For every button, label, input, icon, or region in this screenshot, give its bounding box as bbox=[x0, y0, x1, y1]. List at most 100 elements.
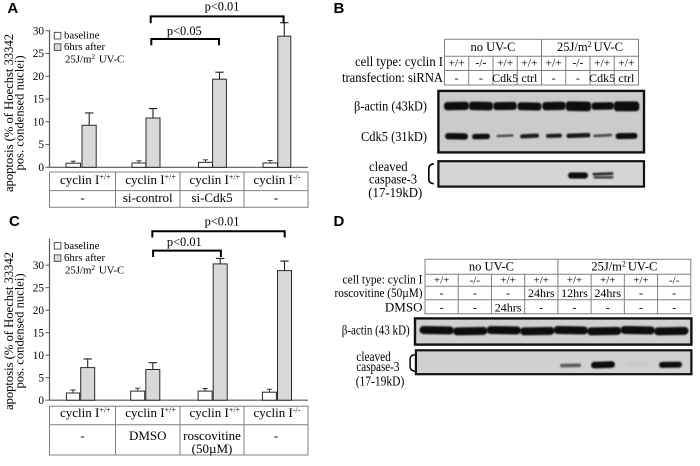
svg-text:cyclin I+/+: cyclin I+/+ bbox=[60, 405, 111, 420]
svg-text:cleaved: cleaved bbox=[369, 159, 408, 174]
svg-text:-/-: -/- bbox=[470, 275, 481, 287]
svg-text:cyclin I+/+: cyclin I+/+ bbox=[125, 172, 176, 187]
svg-text:(50µM): (50µM) bbox=[192, 441, 233, 456]
svg-text:Cdk5: Cdk5 bbox=[492, 71, 518, 85]
svg-text:no UV-C: no UV-C bbox=[469, 260, 514, 274]
svg-text:+/+: +/+ bbox=[546, 58, 562, 70]
svg-text:+/+: +/+ bbox=[633, 275, 648, 287]
svg-text:Cdk5 (31kD): Cdk5 (31kD) bbox=[361, 129, 427, 144]
svg-text:24hrs: 24hrs bbox=[528, 286, 555, 300]
svg-text:apoptosis (% of Hoechst 33342: apoptosis (% of Hoechst 33342 bbox=[2, 34, 16, 192]
svg-text:30: 30 bbox=[33, 260, 45, 272]
svg-text:cyclin I+/+: cyclin I+/+ bbox=[60, 172, 111, 187]
svg-text:DMSO: DMSO bbox=[385, 299, 423, 314]
svg-text:cell type: cyclin I: cell type: cyclin I bbox=[355, 54, 443, 69]
svg-text:+/+: +/+ bbox=[500, 275, 515, 287]
svg-text:6hrs after: 6hrs after bbox=[64, 252, 105, 264]
svg-text:cleaved: cleaved bbox=[356, 349, 391, 364]
svg-text:si-Cdk5: si-Cdk5 bbox=[191, 190, 232, 205]
svg-text:roscovitine (50µM): roscovitine (50µM) bbox=[335, 285, 423, 300]
svg-text:-: - bbox=[479, 71, 483, 85]
svg-text:10: 10 bbox=[33, 116, 45, 128]
svg-text:-: - bbox=[440, 300, 444, 314]
svg-text:6hrs after: 6hrs after bbox=[64, 41, 105, 53]
svg-text:-: - bbox=[274, 190, 278, 205]
svg-text:0: 0 bbox=[38, 395, 44, 407]
svg-text:24hrs: 24hrs bbox=[594, 286, 621, 300]
svg-text:+/+: +/+ bbox=[434, 275, 449, 287]
svg-text:-/-: -/- bbox=[572, 58, 583, 70]
svg-text:caspase-3: caspase-3 bbox=[356, 359, 399, 374]
svg-text:15: 15 bbox=[33, 327, 45, 339]
svg-text:cyclin I+/+: cyclin I+/+ bbox=[190, 405, 241, 420]
svg-text:-: - bbox=[80, 190, 84, 205]
svg-text:(17-19kD): (17-19kD) bbox=[356, 373, 405, 388]
svg-text:20: 20 bbox=[33, 305, 45, 317]
svg-text:apoptosis (% of Hoechst 33342: apoptosis (% of Hoechst 33342 bbox=[2, 252, 16, 410]
svg-text:-: - bbox=[455, 71, 459, 85]
svg-text:20: 20 bbox=[33, 71, 45, 83]
svg-text:5: 5 bbox=[38, 139, 44, 151]
svg-text:25J/m2 UV-C: 25J/m2 UV-C bbox=[65, 263, 124, 277]
svg-text:-/-: -/- bbox=[475, 58, 486, 70]
svg-text:-: - bbox=[672, 300, 676, 314]
svg-text:-/-: -/- bbox=[669, 275, 680, 287]
svg-text:baseline: baseline bbox=[64, 240, 100, 252]
svg-text:-: - bbox=[639, 286, 643, 300]
svg-text:C: C bbox=[9, 213, 20, 230]
svg-text:cyclin I+/+: cyclin I+/+ bbox=[125, 405, 176, 420]
svg-text:25: 25 bbox=[33, 282, 45, 294]
svg-text:-: - bbox=[440, 286, 444, 300]
svg-text:24hrs: 24hrs bbox=[495, 300, 522, 314]
svg-text:-: - bbox=[473, 286, 477, 300]
svg-text:-: - bbox=[573, 300, 577, 314]
svg-text:caspase-3: caspase-3 bbox=[369, 172, 417, 187]
svg-text:transfection: siRNA: transfection: siRNA bbox=[342, 70, 443, 85]
svg-text:D: D bbox=[334, 213, 345, 230]
svg-text:cyclin I-/-: cyclin I-/- bbox=[254, 172, 301, 187]
svg-text:25J/m2 UV-C: 25J/m2 UV-C bbox=[65, 52, 124, 66]
svg-text:-: - bbox=[506, 286, 510, 300]
svg-text:-: - bbox=[274, 428, 278, 443]
svg-text:30: 30 bbox=[33, 25, 45, 37]
svg-text:+/+: +/+ bbox=[567, 275, 582, 287]
svg-text:-: - bbox=[552, 71, 556, 85]
svg-text:15: 15 bbox=[33, 94, 45, 106]
svg-text:p<0.05: p<0.05 bbox=[167, 24, 202, 38]
svg-text:25: 25 bbox=[33, 48, 45, 60]
svg-text:β-actin (43kD): β-actin (43kD) bbox=[354, 99, 427, 114]
svg-text:+/+: +/+ bbox=[534, 275, 549, 287]
svg-text:+/+: +/+ bbox=[600, 275, 615, 287]
svg-text:pos. condensed nuclei): pos. condensed nuclei) bbox=[13, 273, 27, 388]
svg-text:ctrl: ctrl bbox=[618, 71, 635, 85]
svg-text:cell type: cyclin I: cell type: cyclin I bbox=[343, 272, 423, 287]
svg-text:0: 0 bbox=[38, 162, 44, 174]
svg-text:+/+: +/+ bbox=[497, 58, 513, 70]
svg-text:Cdk5: Cdk5 bbox=[589, 71, 615, 85]
svg-text:p<0.01: p<0.01 bbox=[205, 214, 240, 228]
svg-text:ctrl: ctrl bbox=[521, 71, 538, 85]
svg-text:-: - bbox=[639, 300, 643, 314]
svg-text:baseline: baseline bbox=[64, 30, 100, 42]
svg-text:cyclin I+/+: cyclin I+/+ bbox=[190, 172, 241, 187]
svg-text:-: - bbox=[576, 71, 580, 85]
svg-text:5: 5 bbox=[38, 372, 44, 384]
svg-text:-: - bbox=[606, 300, 610, 314]
svg-text:p<0.01: p<0.01 bbox=[205, 0, 240, 14]
svg-text:β-actin (43 kD): β-actin (43 kD) bbox=[342, 322, 410, 337]
svg-text:no UV-C: no UV-C bbox=[470, 40, 515, 54]
svg-text:-: - bbox=[539, 300, 543, 314]
svg-text:DMSO: DMSO bbox=[129, 428, 167, 443]
svg-text:-: - bbox=[672, 286, 676, 300]
svg-text:+/+: +/+ bbox=[449, 58, 465, 70]
svg-text:10: 10 bbox=[33, 350, 45, 362]
svg-text:B: B bbox=[334, 0, 345, 17]
svg-text:+/+: +/+ bbox=[618, 58, 634, 70]
svg-text:-: - bbox=[473, 300, 477, 314]
svg-text:(17-19kD): (17-19kD) bbox=[368, 185, 422, 200]
svg-text:+/+: +/+ bbox=[594, 58, 610, 70]
svg-text:p<0.01: p<0.01 bbox=[167, 235, 202, 249]
svg-text:A: A bbox=[7, 0, 18, 17]
